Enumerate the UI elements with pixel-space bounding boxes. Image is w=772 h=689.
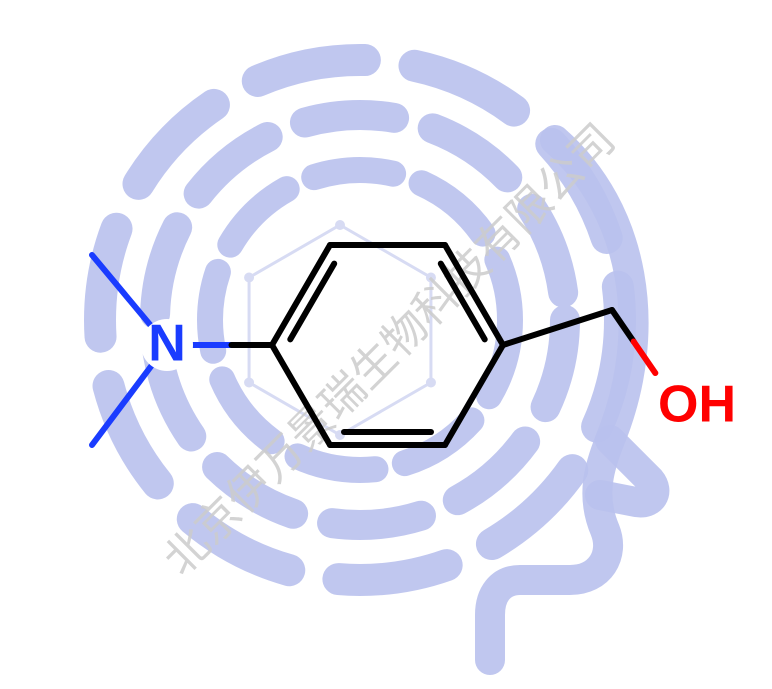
atom-label-n: N xyxy=(148,315,186,373)
diagram-svg: 北京伊万景瑞生物科技有限公司 NOH xyxy=(0,0,772,689)
atom-label-o: OH xyxy=(658,376,736,434)
stage: 北京伊万景瑞生物科技有限公司 NOH xyxy=(0,0,772,689)
